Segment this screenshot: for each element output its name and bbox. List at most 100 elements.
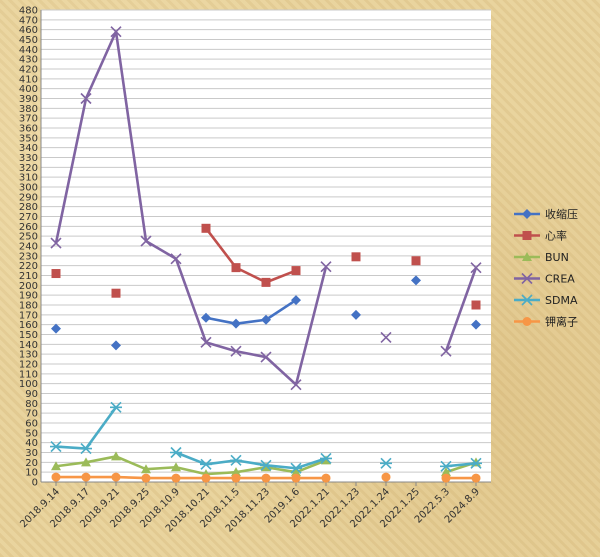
- x-axis-ticks: 2018.9.142018.9.172018.9.212018.9.252018…: [18, 482, 482, 535]
- data-point: [110, 26, 122, 38]
- data-point: [471, 473, 481, 483]
- y-tick-label: 150: [19, 330, 38, 341]
- data-point: [320, 261, 332, 273]
- y-tick-label: 470: [19, 15, 38, 26]
- y-tick-label: 10: [25, 468, 38, 479]
- legend-item: SDMA: [514, 294, 578, 307]
- data-point: [201, 312, 211, 323]
- series-line: [444, 267, 478, 352]
- data-point: [80, 92, 92, 105]
- y-tick-label: 80: [25, 399, 38, 410]
- legend-item: 收缩压: [514, 207, 578, 221]
- y-tick-label: 100: [19, 379, 38, 390]
- series-line: [205, 298, 297, 325]
- data-point: [522, 231, 532, 240]
- grid: [40, 9, 491, 483]
- data-point: [260, 459, 272, 471]
- y-axis-ticks: 0102030405060708090100110120130140150160…: [19, 6, 38, 489]
- y-tick-label: 130: [19, 350, 38, 361]
- legend-label: BUN: [545, 251, 569, 264]
- data-point: [471, 319, 481, 330]
- data-point: [50, 237, 62, 249]
- data-point: [261, 314, 271, 325]
- data-point: [441, 467, 451, 477]
- data-point: [291, 467, 301, 477]
- y-tick-label: 320: [19, 163, 38, 174]
- data-point: [290, 379, 302, 391]
- series-钾离子: [51, 472, 481, 483]
- series-line: [56, 475, 326, 480]
- data-point: [51, 461, 61, 471]
- series-line: [54, 30, 328, 386]
- y-tick-label: 70: [25, 409, 38, 420]
- data-point: [411, 275, 421, 286]
- data-point: [381, 472, 391, 482]
- y-tick-label: 370: [19, 114, 38, 125]
- data-point: [171, 462, 181, 472]
- data-point: [201, 473, 211, 483]
- data-point: [51, 472, 61, 482]
- y-tick-label: 30: [25, 448, 38, 459]
- data-point: [291, 473, 301, 483]
- legend-label: CREA: [545, 273, 575, 286]
- legend-item: 钾离子: [514, 315, 578, 329]
- data-point: [380, 457, 392, 469]
- y-tick-label: 210: [19, 271, 38, 282]
- data-point: [51, 269, 61, 279]
- data-point: [170, 253, 182, 265]
- legend-label: 心率: [545, 229, 567, 243]
- y-tick-label: 390: [19, 94, 38, 105]
- data-point: [200, 336, 212, 348]
- y-tick-label: 280: [19, 202, 38, 213]
- y-tick-label: 450: [19, 35, 38, 46]
- y-tick-label: 120: [19, 360, 38, 371]
- legend-item: CREA: [514, 273, 575, 286]
- y-tick-label: 480: [19, 6, 38, 17]
- series-group: [50, 26, 482, 483]
- legend-item: BUN: [514, 251, 569, 264]
- data-point: [81, 472, 91, 482]
- data-point: [170, 446, 182, 459]
- data-point: [522, 209, 532, 219]
- data-point: [51, 323, 61, 334]
- y-tick-label: 40: [25, 438, 38, 449]
- data-point: [141, 464, 151, 474]
- data-point: [291, 295, 301, 306]
- series-SDMA: [50, 401, 482, 474]
- y-tick-label: 20: [25, 458, 38, 469]
- data-point: [200, 458, 212, 470]
- legend-item: 心率: [514, 229, 567, 243]
- series-line: [204, 227, 297, 284]
- series-line: [175, 451, 327, 470]
- y-tick-label: 330: [19, 153, 38, 164]
- y-tick-label: 110: [19, 369, 38, 380]
- data-point: [261, 277, 271, 287]
- data-point: [260, 351, 272, 363]
- data-point: [111, 340, 121, 351]
- data-point: [321, 473, 331, 483]
- data-point: [440, 460, 452, 472]
- data-point: [261, 462, 271, 472]
- data-point: [380, 331, 392, 344]
- data-point: [441, 473, 451, 483]
- series-心率: [51, 223, 481, 310]
- data-point: [111, 451, 121, 461]
- y-tick-label: 430: [19, 55, 38, 66]
- y-tick-label: 230: [19, 251, 38, 262]
- data-point: [231, 263, 241, 273]
- y-tick-label: 170: [19, 310, 38, 321]
- series-CREA: [50, 26, 482, 391]
- data-point: [231, 467, 241, 477]
- data-point: [521, 294, 533, 306]
- series-收缩压: [51, 275, 481, 351]
- data-point: [470, 262, 482, 274]
- y-tick-label: 260: [19, 222, 38, 233]
- data-point: [111, 288, 121, 298]
- data-point: [351, 252, 361, 262]
- data-point: [440, 345, 452, 357]
- y-tick-label: 240: [19, 242, 38, 253]
- y-tick-label: 440: [19, 45, 38, 56]
- y-tick-label: 180: [19, 301, 38, 312]
